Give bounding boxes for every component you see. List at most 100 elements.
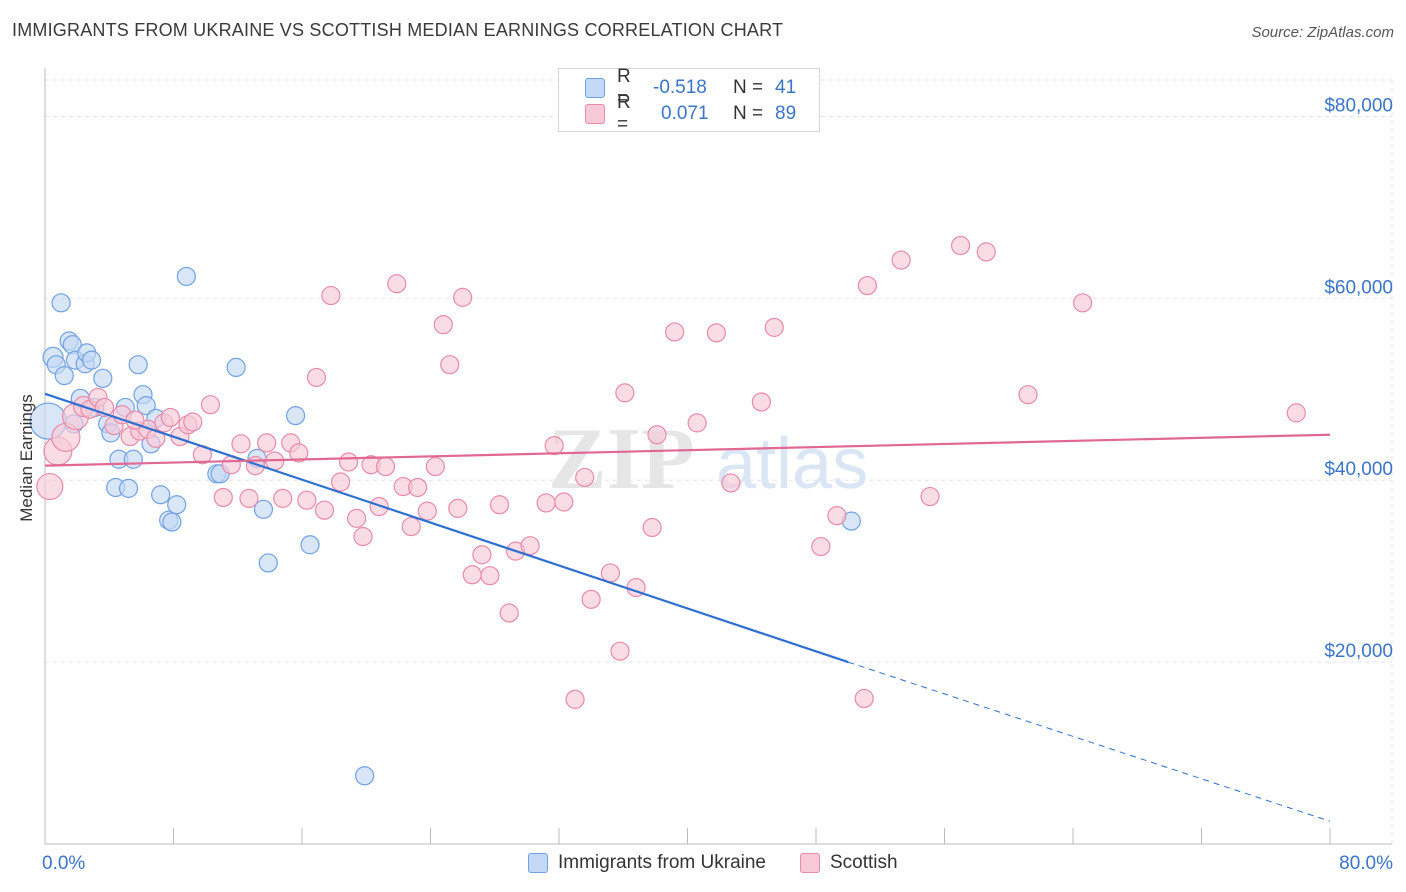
- watermark: ZIP atlas: [548, 411, 868, 508]
- scottish-point: [257, 433, 277, 453]
- scottish-point: [440, 355, 460, 375]
- ukraine-point: [167, 495, 187, 515]
- legend-r-value: 0.071: [661, 103, 709, 124]
- tick-labels: $20,000 $40,000 $60,000 $80,000 0.0% 80.0%: [42, 95, 1393, 874]
- scottish-point: [213, 487, 233, 508]
- scottish-point: [610, 641, 630, 661]
- scottish-point: [353, 526, 373, 547]
- scottish-point: [857, 275, 878, 296]
- scottish-point: [544, 436, 564, 456]
- scottish-point: [387, 274, 407, 294]
- ukraine-trendline: [44, 392, 849, 664]
- scottish-point: [575, 467, 595, 488]
- y-tick-label: $80,000: [1324, 95, 1393, 116]
- scottish-point: [950, 235, 971, 256]
- scottish-point: [920, 486, 940, 507]
- scottish-point: [1018, 385, 1038, 405]
- ukraine-point: [285, 406, 306, 426]
- legend-n-label: N =: [733, 77, 764, 98]
- y-tick-label: $40,000: [1324, 459, 1393, 480]
- scottish-point: [239, 488, 259, 508]
- series-legend: Immigrants from Ukraine Scottish: [528, 852, 932, 874]
- scottish-point: [330, 472, 351, 492]
- series-label-ukraine: Immigrants from Ukraine: [558, 852, 766, 873]
- ukraine-point: [226, 357, 246, 378]
- x-tick-label: 0.0%: [42, 853, 85, 874]
- scottish-point: [480, 566, 500, 586]
- ukraine-point: [355, 766, 375, 786]
- scottish-point: [297, 490, 317, 510]
- legend-row-scottish: R = 0.071 N = 89: [585, 92, 797, 135]
- scottish-trendline: [44, 433, 1331, 467]
- chart-title: IMMIGRANTS FROM UKRAINE VS SCOTTISH MEDI…: [12, 20, 784, 40]
- scottish-point: [520, 536, 540, 556]
- ukraine-point: [300, 535, 320, 555]
- scottish-point: [642, 517, 662, 538]
- ukraine-point: [258, 553, 278, 573]
- ukraine-point: [118, 478, 139, 498]
- scottish-point: [721, 473, 741, 493]
- scottish-point: [146, 428, 166, 448]
- scottish-point: [764, 317, 784, 337]
- ukraine-point: [123, 449, 143, 469]
- ukraine-point: [253, 499, 274, 519]
- scottish-point: [433, 315, 453, 335]
- legend: R = -0.518 N = 41 R = 0.071 N = 89: [558, 66, 820, 135]
- scottish-point: [314, 500, 335, 520]
- scottish-point: [499, 603, 519, 623]
- legend-r-label: R =: [617, 66, 631, 109]
- legend-r-label: R =: [617, 92, 631, 135]
- x-tick-label: 80.0%: [1339, 853, 1393, 874]
- scottish-point: [36, 472, 64, 501]
- ukraine-point: [128, 355, 148, 375]
- legend-n-value: 41: [775, 77, 797, 98]
- ukraine-point: [81, 350, 102, 370]
- legend-n-value: 89: [775, 103, 797, 124]
- scottish-point: [827, 506, 847, 526]
- scottish-point: [811, 536, 831, 557]
- ukraine-point: [93, 368, 113, 388]
- legend-n-label: N =: [733, 103, 764, 124]
- scottish-point: [462, 565, 482, 585]
- scottish-point: [751, 392, 771, 412]
- scottish-point: [200, 395, 221, 415]
- series-swatch-scottish: [800, 853, 820, 873]
- scottish-point: [600, 563, 621, 583]
- scottish-point: [554, 492, 574, 512]
- ukraine-point: [162, 512, 182, 532]
- scottish-point: [401, 516, 421, 537]
- y-tick-label: $60,000: [1324, 277, 1393, 298]
- y-axis-label: Median Earnings: [17, 394, 36, 522]
- scottish-point: [231, 434, 251, 454]
- scottish-point: [375, 456, 396, 477]
- trendlines: [44, 392, 1331, 822]
- scottish-point: [647, 425, 667, 445]
- scottish-point: [472, 545, 492, 565]
- legend-swatch-ukraine: [585, 78, 605, 98]
- scottish-point: [565, 689, 585, 709]
- watermark-zip: ZIP: [548, 411, 695, 508]
- series-swatch-ukraine: [528, 853, 548, 873]
- scottish-point: [536, 493, 556, 513]
- scottish-point: [489, 495, 510, 515]
- scottish-point: [1073, 293, 1093, 313]
- scottish-point: [338, 452, 359, 472]
- scottish-point: [453, 287, 473, 307]
- series-label-scottish: Scottish: [830, 852, 898, 873]
- scottish-point: [706, 323, 727, 343]
- series-legend-scottish: Scottish: [800, 852, 898, 874]
- legend-r-value: -0.518: [653, 77, 707, 98]
- source-label: Source: ZipAtlas.com: [1251, 24, 1394, 41]
- ukraine-point: [54, 365, 74, 386]
- ukraine-point: [176, 266, 196, 287]
- watermark-atlas: atlas: [716, 424, 868, 504]
- scottish-point: [615, 383, 635, 403]
- scottish-point: [369, 496, 389, 517]
- ukraine-point: [51, 293, 71, 313]
- legend-row-ukraine: R = -0.518 N = 41: [585, 66, 797, 109]
- scottish-point: [183, 412, 203, 432]
- scottish-point: [448, 498, 468, 518]
- scottish-point: [347, 508, 367, 528]
- ukraine-trendline-extension: [847, 661, 1331, 822]
